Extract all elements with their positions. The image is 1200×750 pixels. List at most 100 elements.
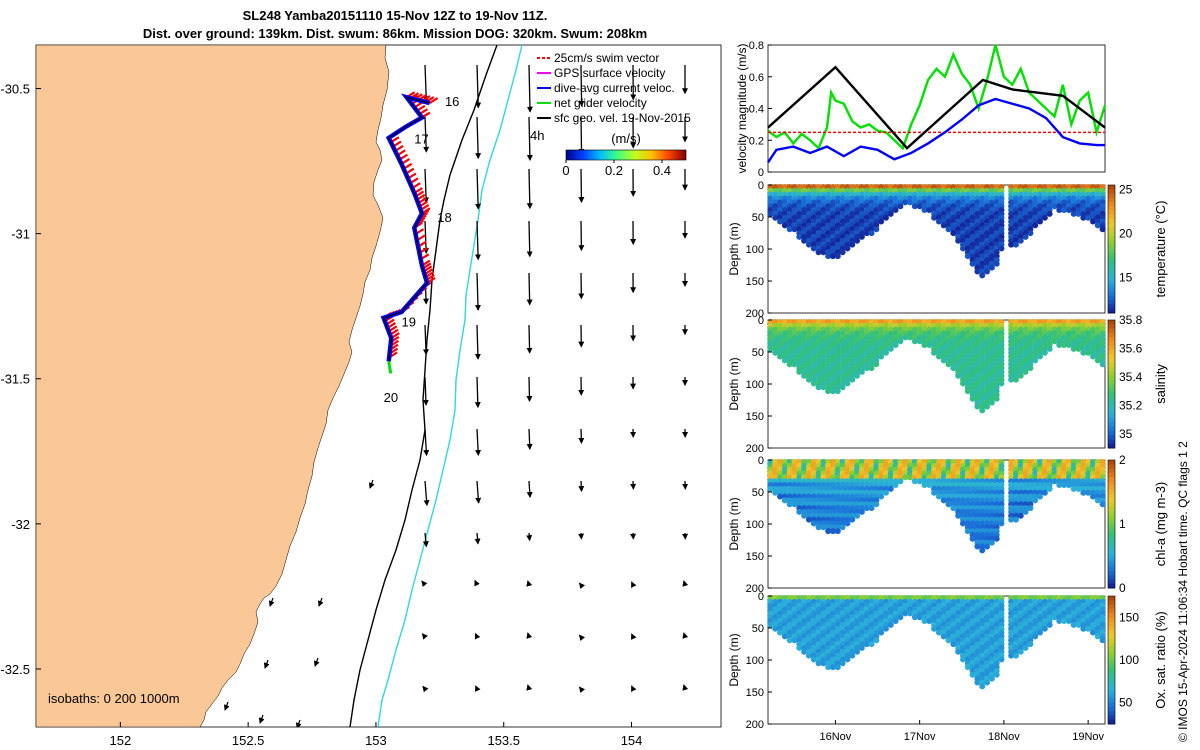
velocity-series-line: [767, 97, 1105, 164]
section-sample: [882, 625, 889, 632]
section-sample: [805, 652, 812, 659]
section-sample: [907, 334, 914, 341]
geo-vel-arrow: [422, 685, 429, 693]
section-sample: [1094, 497, 1101, 504]
section-sample: [829, 664, 836, 671]
section-sample: [998, 520, 1005, 527]
geo-vel-arrow: [475, 116, 482, 160]
section-sample: [993, 395, 1000, 402]
colorbar-segment: [1108, 231, 1115, 237]
colorbar-tick-label: 0.2: [605, 163, 623, 178]
section-sample: [964, 388, 971, 395]
colorbar-segment: [1108, 600, 1115, 606]
section-sample: [984, 679, 991, 686]
geo-vel-arrow: [526, 532, 533, 542]
colorbar-segment: [1108, 498, 1115, 504]
geo-vel-arrow: [324, 726, 325, 727]
section-sample: [940, 222, 947, 229]
section-sample: [1056, 342, 1063, 349]
colorbar-segment: [1108, 702, 1115, 708]
section-sample: [805, 516, 812, 523]
chart-title-line-2: Dist. over ground: 139km. Dist. swum: 86…: [142, 26, 648, 41]
section-sample: [1085, 625, 1092, 632]
colorbar-segment: [1108, 341, 1115, 347]
section-sample: [993, 671, 1000, 678]
section-sample: [998, 245, 1005, 252]
colorbar-segment: [1108, 511, 1115, 516]
geo-vel-arrow: [526, 64, 533, 113]
section-sample: [887, 210, 894, 217]
section-sample: [1046, 485, 1053, 492]
section-sample: [950, 641, 957, 648]
section-sample: [854, 237, 861, 244]
section-sample: [1022, 368, 1029, 375]
colorbar-segment: [1108, 206, 1115, 212]
colorbar-segment: [1108, 270, 1115, 276]
colorbar-segment: [1108, 202, 1115, 207]
section-sample: [1070, 210, 1077, 217]
colorbar-segment: [1108, 439, 1115, 445]
colorbar-tick-label: 15: [1119, 271, 1133, 285]
section-sample: [868, 641, 875, 648]
section-sample: [955, 512, 962, 519]
section-sample: [772, 625, 779, 632]
section-sample: [1065, 618, 1072, 625]
depth-ylabel: Depth (m): [727, 633, 741, 686]
y-tick-label: 0.6: [749, 72, 764, 84]
colorbar-segment: [1108, 545, 1115, 551]
colorbar-tick-label: 100: [1119, 653, 1139, 667]
section-sample: [805, 376, 812, 383]
colorbar-frame: [1107, 184, 1116, 314]
section-sample: [791, 361, 798, 368]
day-label: 19: [402, 315, 416, 330]
land-area: [36, 45, 390, 727]
section-sample: [878, 218, 885, 225]
colorbar-segment: [1108, 506, 1115, 512]
section-sample: [781, 497, 788, 504]
section-sample: [825, 388, 832, 395]
y-tick-label: 0: [758, 591, 764, 603]
y-tick-label: 50: [752, 212, 764, 224]
section-sample: [998, 656, 1005, 663]
geo-vel-arrow: [578, 64, 585, 107]
section-sample: [805, 241, 812, 248]
section-sample: [844, 245, 851, 252]
geo-vel-arrow: [631, 633, 637, 640]
colorbar-tick-label: 35.2: [1119, 398, 1143, 412]
section-sample: [791, 501, 798, 508]
section-sample: [945, 361, 952, 368]
section-panel: 0 50 100 150 200 Depth (m) 15 20 25 temperature (…: [727, 180, 1168, 320]
section-sample: [781, 357, 788, 364]
section-sample: [964, 664, 971, 671]
section-sample: [786, 361, 793, 368]
section-sample: [849, 241, 856, 248]
section-sample: [902, 610, 909, 617]
colorbar-segment: [1108, 685, 1115, 691]
geo-vel-arrow: [682, 632, 689, 639]
colorbar-segment: [1108, 253, 1115, 259]
x-tick-label: 19Nov: [1072, 731, 1104, 743]
section-sample: [825, 664, 832, 671]
colorbar-bar: [565, 149, 687, 161]
y-tick-label: -31: [11, 227, 30, 242]
colorbar-segment: [1108, 197, 1115, 203]
colorbar-segment: [1108, 362, 1115, 368]
section-sample: [1085, 489, 1092, 496]
section-sample: [1032, 497, 1039, 504]
section-sample: [902, 199, 909, 206]
y-tick-label: 0.4: [749, 104, 764, 116]
section-sample: [1056, 482, 1063, 489]
section-sample: [921, 207, 928, 214]
section-sample: [1008, 516, 1015, 523]
colorbar-segment: [1108, 524, 1115, 529]
colorbar-segment: [1108, 223, 1115, 229]
section-sample: [878, 629, 885, 636]
time-annotation: 4h: [530, 128, 544, 143]
section-sample: [955, 648, 962, 655]
section-sample: [926, 342, 933, 349]
section-sample: [801, 648, 808, 655]
legend-label: GPS surface velocity: [554, 66, 665, 80]
geo-vel-arrow: [526, 428, 533, 451]
